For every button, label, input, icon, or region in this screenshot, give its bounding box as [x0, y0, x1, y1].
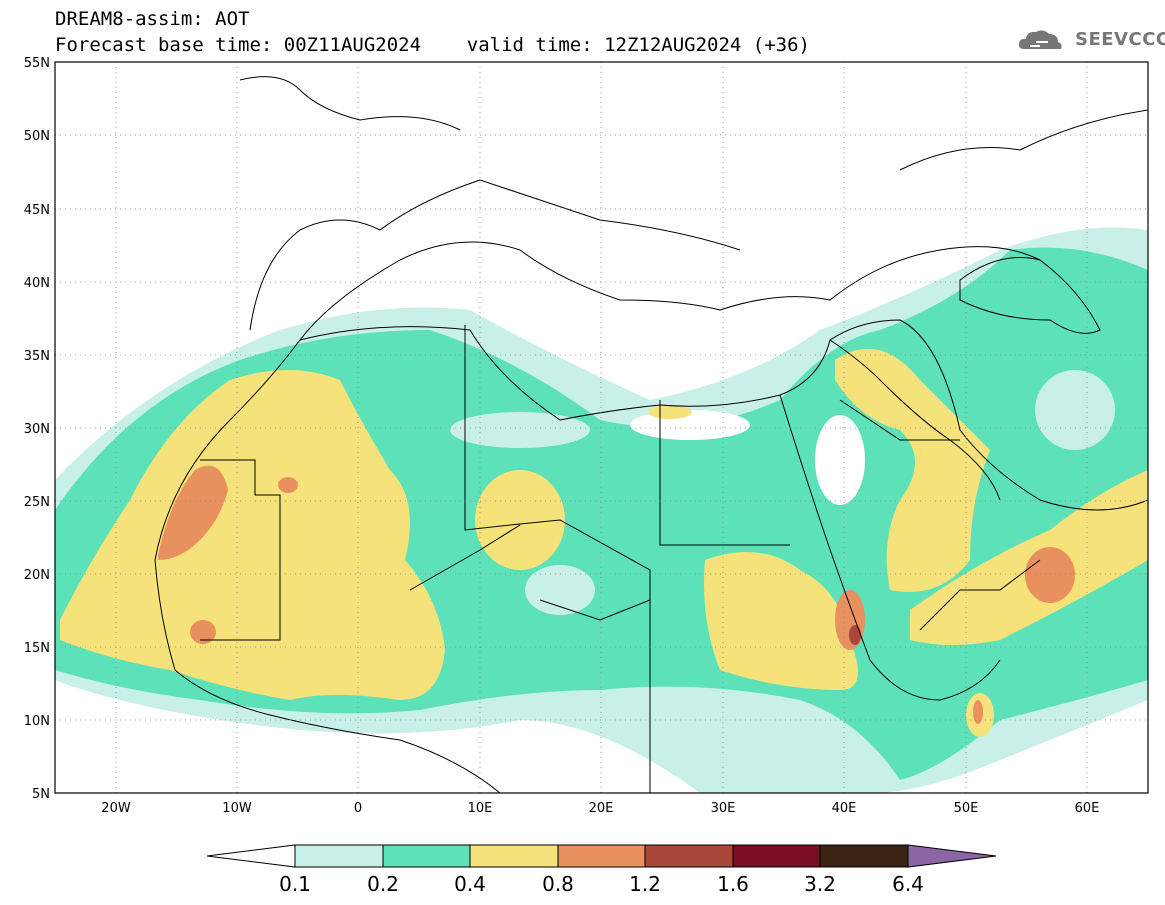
- colorbar-segment: [644, 844, 734, 868]
- graticule: [55, 62, 1148, 793]
- cloud-logo-icon: [1018, 30, 1062, 49]
- colorbar-label: 6.4: [892, 872, 924, 896]
- logo-text: SEEVCCC: [1075, 29, 1165, 50]
- lat-label: 35N: [24, 349, 50, 364]
- colorbar-label: 0.4: [454, 872, 486, 896]
- aot-level-0.4-oman: [910, 470, 1148, 645]
- colorbar-segment: [819, 844, 909, 868]
- lat-label: 30N: [24, 422, 50, 437]
- lat-label: 20N: [24, 568, 50, 583]
- colorbar-label: 0.2: [367, 872, 399, 896]
- colorbar-label: 0.1: [279, 872, 311, 896]
- lon-label: 20E: [589, 801, 614, 816]
- colorbar-low-arrow: [206, 844, 296, 868]
- aot-level-0.4-arabia: [835, 348, 990, 592]
- aot-field: [55, 62, 1148, 793]
- lat-label: 45N: [24, 203, 50, 218]
- lat-label: 50N: [24, 129, 50, 144]
- aot-level-0.4-sudan: [704, 552, 858, 690]
- colorbar-high-arrow: [907, 844, 997, 868]
- map-frame: [54, 61, 1149, 794]
- lat-label: 15N: [24, 641, 50, 656]
- colorbar-segment: [469, 844, 559, 868]
- lon-label: 30E: [711, 801, 736, 816]
- lat-label: 10N: [24, 714, 50, 729]
- colorbar-segment: [294, 844, 384, 868]
- lat-label: 25N: [24, 495, 50, 510]
- aot-level-0.4-west: [60, 370, 445, 700]
- lon-label: 0: [354, 801, 362, 816]
- aot-level-0.4-chad: [475, 470, 565, 570]
- lat-axis: 55N 50N 45N 40N 35N 30N 25N 20N 15N 10N …: [24, 56, 50, 802]
- colorbar-segment: [732, 844, 821, 868]
- lon-label: 50E: [954, 801, 979, 816]
- colorbar-label: 0.8: [542, 872, 574, 896]
- colorbar-segment: [557, 844, 646, 868]
- coastlines: [154, 76, 1148, 793]
- lon-axis: 20W 10W 0 10E 20E 30E 40E 50E 60E: [101, 801, 1099, 816]
- colorbar-segment: [382, 844, 471, 868]
- lon-label: 20W: [101, 801, 131, 816]
- lat-label: 40N: [24, 276, 50, 291]
- title-line-1: DREAM8-assim: AOT: [55, 8, 250, 30]
- title-line-2: Forecast base time: 00Z11AUG2024 valid t…: [55, 34, 810, 56]
- colorbar: 0.1 0.2 0.4 0.8 1.2 1.6 3.2 6.4: [206, 844, 997, 896]
- colorbar-label: 1.6: [717, 872, 749, 896]
- lon-label: 60E: [1075, 801, 1100, 816]
- lon-label: 10E: [468, 801, 493, 816]
- colorbar-label: 3.2: [804, 872, 836, 896]
- aot-level-0.4-libya: [648, 405, 692, 419]
- colorbar-label: 1.2: [629, 872, 661, 896]
- lon-label: 10W: [222, 801, 252, 816]
- lon-label: 40E: [832, 801, 857, 816]
- lat-label: 55N: [24, 56, 50, 71]
- aot-level-0.8: [158, 465, 228, 560]
- lat-label: 5N: [32, 787, 50, 802]
